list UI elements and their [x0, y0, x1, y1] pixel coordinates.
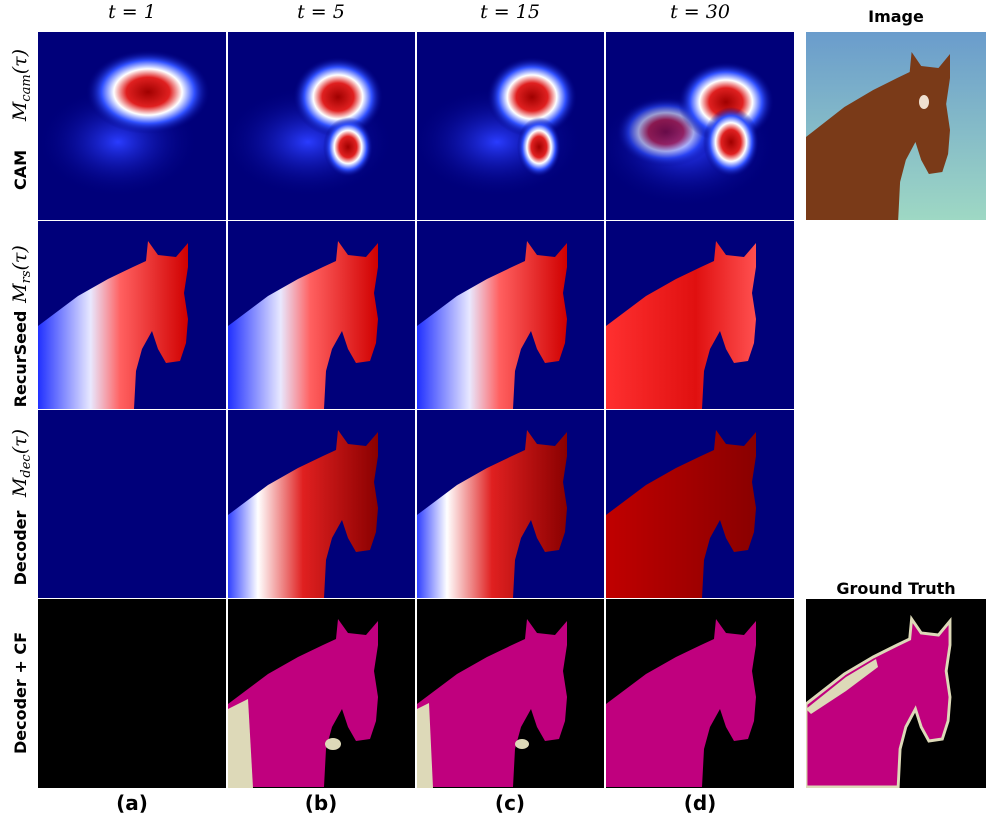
cam-panel — [596, 32, 794, 220]
math-sub: rs — [19, 270, 34, 283]
column-header: t = 15 — [480, 1, 540, 23]
rs-panel — [606, 221, 794, 409]
panel-label: (a) — [116, 791, 148, 815]
math-symbol: M — [9, 283, 31, 304]
gt-header: Ground Truth — [836, 579, 955, 598]
row-label: Mrs(τ) RecurSeed — [9, 245, 34, 407]
input-image — [806, 32, 986, 220]
column-header: t = 1 — [108, 1, 156, 23]
cf-panel — [417, 599, 604, 788]
dec-panel — [38, 410, 226, 598]
rs-panel — [417, 221, 604, 409]
cam-panel — [223, 32, 415, 220]
rs-panel — [38, 221, 226, 409]
math-arg: (τ) — [9, 429, 31, 454]
math-sub: dec — [19, 454, 34, 478]
rs-panel — [228, 221, 415, 409]
cf-panel — [228, 599, 415, 788]
cam-panel — [412, 32, 604, 220]
cf-panel — [606, 599, 794, 788]
panel-label: (c) — [495, 791, 525, 815]
row-label: Mdec(τ) Decoder — [9, 429, 34, 585]
row-math: Mcam(τ) — [9, 49, 34, 122]
row-label: Mcam(τ) CAM — [9, 49, 34, 190]
column-header: t = 30 — [670, 1, 730, 23]
column-header: t = 5 — [297, 1, 345, 23]
math-arg: (τ) — [9, 245, 31, 270]
row-name: CAM — [11, 150, 30, 190]
row-math: Mrs(τ) — [9, 245, 34, 304]
panel-label: (d) — [684, 791, 717, 815]
ground-truth — [806, 599, 986, 788]
dec-panel — [417, 410, 604, 598]
math-sub: cam — [19, 74, 34, 101]
cf-panel — [38, 599, 226, 788]
row-name: RecurSeed — [11, 311, 30, 408]
row-name: Decoder + CF — [11, 632, 30, 754]
row-math: Mdec(τ) — [9, 429, 34, 498]
dec-panel — [228, 410, 415, 598]
dec-panel — [606, 410, 794, 598]
panel-label: (b) — [305, 791, 338, 815]
row-name: Decoder — [11, 510, 30, 585]
math-symbol: M — [9, 101, 31, 122]
image-header: Image — [868, 7, 924, 26]
cam-panel — [38, 32, 226, 220]
math-arg: (τ) — [9, 49, 31, 74]
figure: t = 1 t = 5 t = 15 t = 30 Image Ground T… — [0, 0, 986, 822]
math-symbol: M — [9, 477, 31, 498]
